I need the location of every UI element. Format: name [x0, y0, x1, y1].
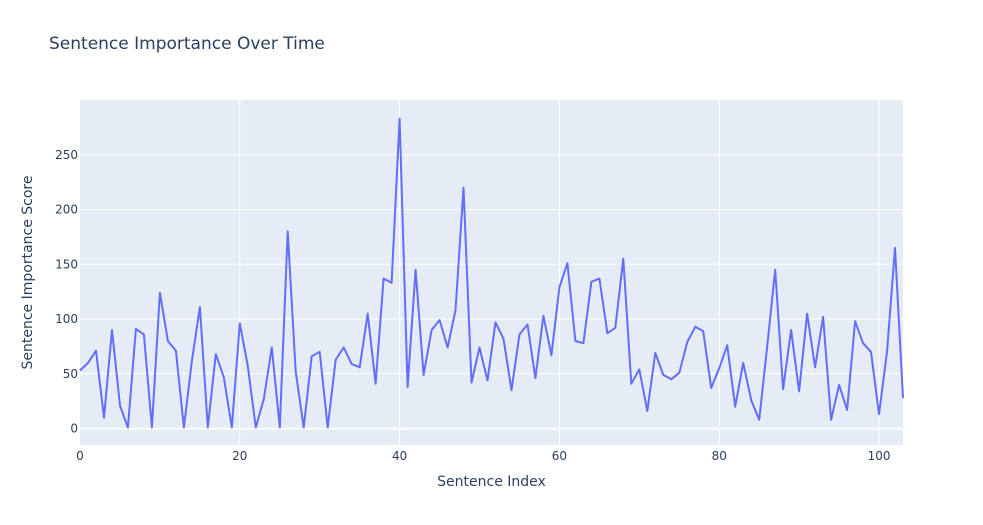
y-tick-label: 150: [55, 257, 78, 271]
x-tick-label: 100: [868, 449, 891, 463]
y-tick-label: 100: [55, 312, 78, 326]
y-tick-label: 0: [70, 422, 78, 436]
plot-area: [80, 100, 903, 445]
x-axis-title: Sentence Index: [437, 474, 546, 490]
x-tick-label: 80: [712, 449, 727, 463]
x-tick-label: 20: [232, 449, 247, 463]
y-tick-label: 250: [55, 148, 78, 162]
chart-title: Sentence Importance Over Time: [49, 34, 325, 54]
y-axis-title: Sentence Importance Score: [20, 176, 36, 370]
x-tick-label: 40: [392, 449, 407, 463]
x-tick-label: 60: [552, 449, 567, 463]
y-tick-label: 200: [55, 203, 78, 217]
y-tick-label: 50: [63, 367, 78, 381]
x-tick-label: 0: [76, 449, 84, 463]
series-line: [79, 117, 904, 429]
